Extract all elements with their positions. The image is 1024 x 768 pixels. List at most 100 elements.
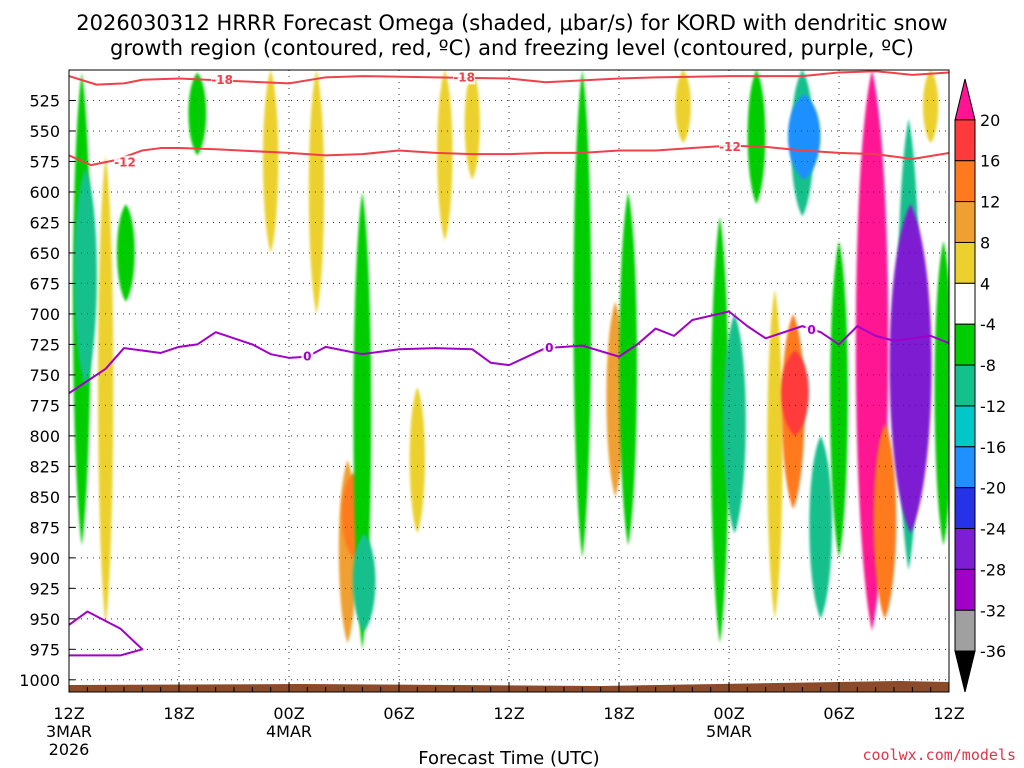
- chart-title-line2: growth region (contoured, red, ºC) and f…: [110, 36, 914, 60]
- freezing-level-0: [69, 310, 949, 395]
- dgz-contour-label: -18: [211, 73, 233, 87]
- colorbar-label-12: -32: [980, 601, 1006, 620]
- colorbar-label-6: -8: [980, 356, 996, 375]
- x-date-label-12: 4MAR: [266, 722, 312, 741]
- dgz-contour-label: -12: [114, 156, 136, 170]
- credit-text[interactable]: coolwx.com/models: [862, 746, 1016, 764]
- freezing-label-bg: [805, 322, 818, 337]
- y-tick-label-675: 675: [29, 274, 60, 293]
- colorbar-label-4: 4: [980, 274, 990, 293]
- colorbar-swatch-6: [954, 323, 976, 366]
- colorbar-swatch-3: [954, 201, 976, 243]
- x-tick-label-24: 12Z: [493, 704, 524, 723]
- freezing-label-bg: [543, 341, 556, 356]
- omega-cell-4: [188, 72, 207, 156]
- y-tick-label-975: 975: [29, 640, 60, 659]
- colorbar-label-9: -20: [980, 479, 1006, 498]
- omega-cell-13: [464, 70, 481, 180]
- y-tick-label-800: 800: [29, 427, 60, 446]
- x-tick-label-0: 12Z: [53, 704, 84, 723]
- x-tick-label-18: 06Z: [383, 704, 414, 723]
- freezing-label-bg: [301, 349, 314, 364]
- y-tick-label-625: 625: [29, 213, 60, 232]
- y-tick-label-525: 525: [29, 91, 60, 110]
- omega-cell-3: [116, 204, 135, 302]
- colorbar-swatch-0: [954, 78, 976, 121]
- dgz-label-bg: [114, 155, 136, 170]
- omega-cell-29: [873, 423, 897, 619]
- x-axis-label: Forecast Time (UTC): [418, 748, 599, 768]
- freezing-level-1: [69, 610, 144, 657]
- colorbar-label-10: -24: [980, 520, 1006, 539]
- omega-cell-32: [922, 70, 939, 144]
- colorbar-swatch-11: [954, 528, 976, 570]
- dgz-label-bg: [719, 139, 741, 154]
- y-axis: 525 550 575 600 625 650 675 700 725 750 775 800 825 8…: [19, 91, 75, 690]
- colorbar-label-2: 12: [980, 193, 1000, 212]
- y-tick-label-725: 725: [29, 335, 60, 354]
- colorbar-label-7: -12: [980, 397, 1006, 416]
- colorbar-swatch-12: [954, 568, 976, 611]
- omega-cell-1: [74, 167, 97, 388]
- contours: -18 -18 -12 -12 0 0 0: [69, 70, 949, 657]
- omega-cell-12: [437, 70, 453, 241]
- omega-cell-27: [830, 240, 848, 558]
- colorbar-swatch-1: [954, 119, 976, 162]
- colorbar: 20 16 12 8 4 -4 -8 -12 -16 -20 -24 -28 -32 -36: [954, 78, 1006, 693]
- omega-cell-20: [747, 70, 766, 205]
- x-date-label-0: 3MAR: [46, 722, 92, 741]
- chart-title-line1: 2026030312 HRRR Forecast Omega (shaded, …: [76, 11, 947, 35]
- x-tick-label-12: 00Z: [273, 704, 304, 723]
- y-tick-label-600: 600: [29, 183, 60, 202]
- x-date-label-36: 5MAR: [706, 722, 752, 741]
- y-tick-label-825: 825: [29, 457, 60, 476]
- y-tick-label-650: 650: [29, 244, 60, 263]
- x-tick-label-6: 18Z: [163, 704, 194, 723]
- colorbar-label-11: -28: [980, 560, 1006, 579]
- y-tick-label-900: 900: [29, 549, 60, 568]
- y-tick-label-925: 925: [29, 579, 60, 598]
- x-tick-label-36: 00Z: [713, 704, 744, 723]
- colorbar-swatch-7: [954, 364, 976, 407]
- x-year-label-0: 2026: [49, 740, 90, 759]
- y-tick-label-700: 700: [29, 305, 60, 324]
- omega-cell-33: [934, 240, 949, 546]
- omega-shading: [69, 70, 949, 692]
- y-tick-label-1000: 1000: [19, 671, 60, 690]
- y-tick-label-875: 875: [29, 518, 60, 537]
- dgz-label-bg: [453, 70, 476, 85]
- freezing-level-label: 0: [303, 350, 311, 364]
- omega-cell-5: [262, 70, 279, 253]
- omega-cell-2: [97, 155, 114, 625]
- colorbar-swatch-14: [954, 650, 976, 693]
- dgz-contour-label: -18: [453, 70, 475, 84]
- y-tick-label-950: 950: [29, 610, 60, 629]
- y-tick-label-575: 575: [29, 152, 60, 171]
- colorbar-label-5: -4: [980, 315, 996, 334]
- colorbar-label-13: -36: [980, 642, 1006, 661]
- omega-cell-9: [353, 191, 372, 650]
- omega-cell-25: [787, 94, 821, 180]
- colorbar-swatch-10: [954, 487, 976, 530]
- dgz-label-bg: [211, 72, 234, 87]
- colorbar-swatch-4: [954, 241, 976, 284]
- omega-cell-17: [675, 70, 691, 144]
- omega-cell-6: [308, 70, 325, 314]
- y-tick-label-775: 775: [29, 396, 60, 415]
- colorbar-label-1: 16: [980, 152, 1000, 171]
- colorbar-label-0: 20: [980, 111, 1000, 130]
- omega-cell-18: [710, 216, 729, 644]
- omega-cell-31: [889, 204, 932, 534]
- omega-cell-14: [573, 70, 592, 558]
- omega-cell-23: [781, 350, 809, 436]
- colorbar-swatch-8: [954, 405, 976, 448]
- colorbar-swatch-9: [954, 446, 976, 489]
- freezing-level-label: 0: [807, 323, 815, 337]
- x-tick-label-30: 18Z: [603, 704, 634, 723]
- y-tick-label-750: 750: [29, 366, 60, 385]
- y-tick-label-850: 850: [29, 488, 60, 507]
- y-tick-label-550: 550: [29, 122, 60, 141]
- omega-cell-16: [619, 191, 638, 546]
